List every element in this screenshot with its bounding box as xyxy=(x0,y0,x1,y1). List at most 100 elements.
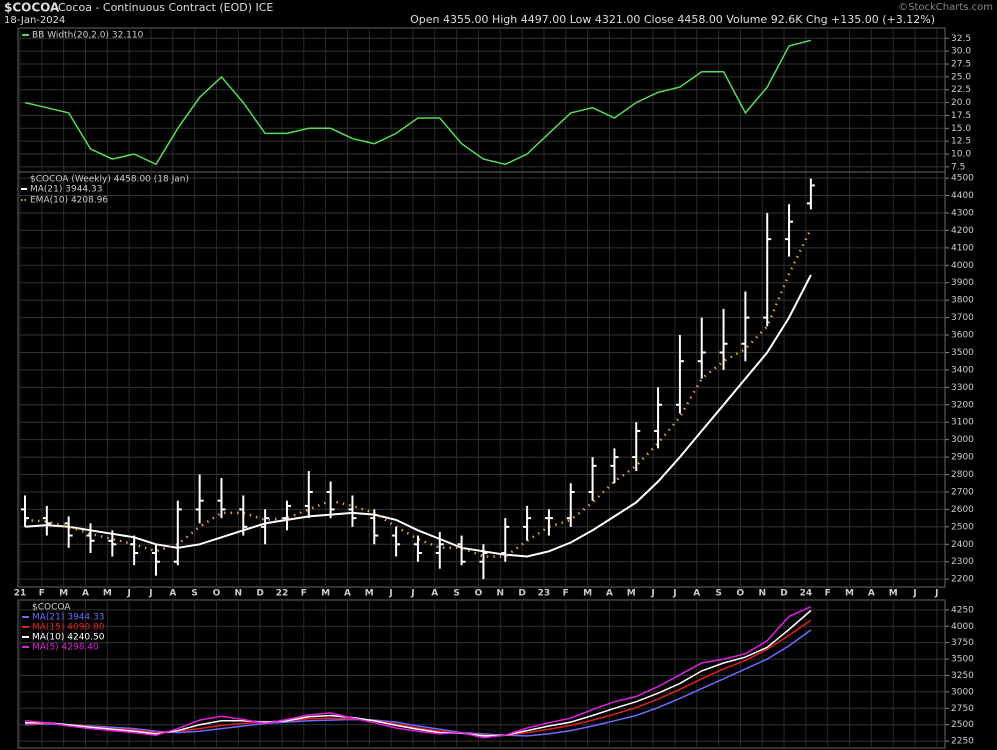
x-tick-label: A xyxy=(606,589,613,599)
x-tick-label: S xyxy=(715,589,721,599)
x-tick-label: M xyxy=(583,589,592,599)
y-tick-label: 3800 xyxy=(951,296,974,306)
y-tick-label: 2500 xyxy=(951,522,974,532)
panel-title: $COCOA xyxy=(32,603,71,613)
y-tick-label: 4200 xyxy=(951,226,974,236)
x-tick-label: M xyxy=(321,589,330,599)
y-tick-label: 4000 xyxy=(951,622,974,632)
x-tick-label: S xyxy=(191,589,197,599)
panel-frame xyxy=(17,171,946,588)
y-tick-label: 3000 xyxy=(951,687,974,697)
x-tick-label: S xyxy=(453,589,459,599)
x-tick-label: O xyxy=(475,589,483,599)
panel-frame xyxy=(17,599,946,749)
y-tick-label: 3400 xyxy=(951,365,974,375)
x-tick-label: J xyxy=(126,589,130,599)
y-tick-label: 2300 xyxy=(951,557,974,567)
y-tick-label: 12.5 xyxy=(951,137,971,147)
y-tick-label: 2400 xyxy=(951,540,974,550)
x-tick-label: J xyxy=(148,589,152,599)
x-tick-label: D xyxy=(256,589,263,599)
y-tick-label: 2900 xyxy=(951,453,974,463)
x-tick-label: M xyxy=(59,589,68,599)
panel-title: $COCOA (Weekly) 4458.00 (18 Jan) xyxy=(30,175,189,185)
y-tick-label: 25.0 xyxy=(951,72,971,82)
x-tick-label: J xyxy=(650,589,654,599)
x-tick-label: 21 xyxy=(14,589,27,599)
y-tick-label: 27.5 xyxy=(951,60,971,70)
series-line xyxy=(24,619,812,736)
x-tick-label: J xyxy=(934,589,938,599)
y-tick-label: 32.5 xyxy=(951,34,971,44)
x-tick-label: N xyxy=(235,589,243,599)
y-tick-label: 3000 xyxy=(951,435,974,445)
x-tick-label: M xyxy=(889,589,898,599)
y-tick-label: 17.5 xyxy=(951,111,971,121)
series-line xyxy=(24,39,812,166)
y-tick-label: 3500 xyxy=(951,348,974,358)
y-tick-label: 3300 xyxy=(951,383,974,393)
x-tick-label: J xyxy=(672,589,676,599)
x-tick-label: A xyxy=(693,589,700,599)
x-tick-label: F xyxy=(301,589,307,599)
legend-label: MA(5) 4298.40 xyxy=(32,643,99,653)
x-tick-label: A xyxy=(431,589,438,599)
y-tick-label: 3750 xyxy=(951,638,974,648)
x-tick-label: 22 xyxy=(276,589,289,599)
y-tick-label: 30.0 xyxy=(951,47,971,57)
x-tick-label: D xyxy=(518,589,525,599)
y-tick-label: 3900 xyxy=(951,278,974,288)
y-tick-label: 2750 xyxy=(951,704,974,714)
y-tick-label: 2700 xyxy=(951,487,974,497)
series-line xyxy=(25,609,812,737)
y-tick-label: 3100 xyxy=(951,418,974,428)
date: 18-Jan-2024 xyxy=(4,15,65,26)
y-tick-label: 3500 xyxy=(951,655,974,665)
y-tick-label: 22.5 xyxy=(951,85,971,95)
series-line xyxy=(24,629,812,737)
x-tick-label: F xyxy=(39,589,45,599)
x-tick-label: F xyxy=(563,589,569,599)
x-tick-label: M xyxy=(365,589,374,599)
x-tick-label: F xyxy=(825,589,831,599)
y-tick-label: 7.5 xyxy=(951,162,965,172)
y-tick-label: 4300 xyxy=(951,208,974,218)
x-tick-label: D xyxy=(780,589,787,599)
y-tick-label: 3250 xyxy=(951,671,974,681)
legend-label: MA(21) 3944.33 xyxy=(32,613,104,623)
series-line xyxy=(24,606,812,739)
x-tick-label: 23 xyxy=(538,589,551,599)
y-tick-label: 15.0 xyxy=(951,124,971,134)
y-tick-label: 3700 xyxy=(951,313,974,323)
x-tick-label: N xyxy=(758,589,766,599)
x-tick-label: 24 xyxy=(800,589,813,599)
quote: Open 4355.00 High 4497.00 Low 4321.00 Cl… xyxy=(410,13,935,26)
y-tick-label: 3200 xyxy=(951,400,974,410)
y-tick-label: 4500 xyxy=(951,174,974,184)
legend-label: EMA(10) 4208.96 xyxy=(30,196,108,206)
x-tick-label: N xyxy=(496,589,504,599)
legend-label: MA(10) 4240.50 xyxy=(32,633,105,643)
x-tick-label: A xyxy=(82,589,89,599)
x-tick-label: J xyxy=(912,589,916,599)
x-tick-label: J xyxy=(388,589,392,599)
symbol: $COCOA xyxy=(4,1,60,15)
x-tick-label: M xyxy=(103,589,112,599)
y-tick-label: 4250 xyxy=(951,605,974,615)
credit: ©StockCharts.com xyxy=(898,2,993,13)
x-tick-label: A xyxy=(344,589,351,599)
x-tick-label: O xyxy=(213,589,221,599)
legend-label: MA(15) 4090.80 xyxy=(32,623,105,633)
y-tick-label: 20.0 xyxy=(951,98,971,108)
legend-label: BB Width(20,2.0) 32.110 xyxy=(32,31,144,41)
y-tick-label: 2250 xyxy=(951,737,974,747)
y-tick-label: 4000 xyxy=(951,261,974,271)
y-tick-label: 10.0 xyxy=(951,150,971,160)
y-tick-label: 2200 xyxy=(951,575,974,585)
x-tick-label: M xyxy=(627,589,636,599)
y-tick-label: 2800 xyxy=(951,470,974,480)
y-tick-label: 3600 xyxy=(951,331,974,341)
x-tick-label: A xyxy=(868,589,875,599)
